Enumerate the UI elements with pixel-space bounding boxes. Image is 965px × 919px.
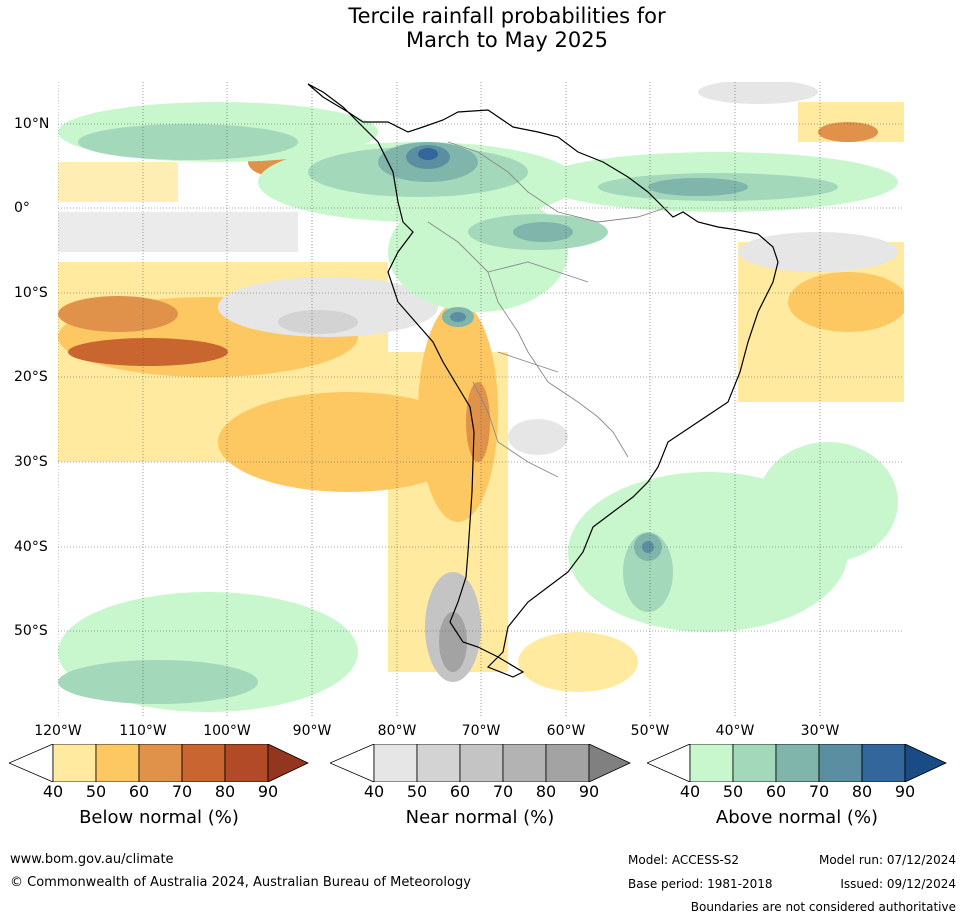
- lon-label: 80°W: [377, 723, 417, 739]
- colorbar-tick: 40: [42, 782, 64, 801]
- near-normal-label: Near normal (%): [405, 807, 555, 828]
- south-america-coastline: [307, 83, 779, 678]
- lon-label: 40°W: [715, 723, 755, 739]
- colorbar-low-end: [9, 744, 54, 782]
- lon-label: 60°W: [546, 723, 586, 739]
- model-text: Model: ACCESS-S2: [628, 853, 740, 867]
- lat-label: 50°S: [14, 623, 48, 639]
- country-borders: [427, 141, 669, 478]
- colorbar-bin: [459, 744, 504, 782]
- colorbar-high-end: [267, 744, 309, 782]
- below-normal-label: Below normal (%): [79, 807, 239, 828]
- colorbar-bin: [95, 744, 140, 782]
- issued-text: Issued: 09/12/2024: [840, 877, 956, 891]
- colorbar-bin: [416, 744, 461, 782]
- colorbar-low-end: [647, 744, 691, 782]
- disclaimer-text: Boundaries are not considered authoritat…: [690, 900, 956, 914]
- colorbar-bin: [373, 744, 418, 782]
- model-run-text: Model run: 07/12/2024: [818, 853, 956, 867]
- lat-label: 40°S: [14, 539, 48, 555]
- near-normal-colorbar: [330, 744, 631, 782]
- colorbar-tick: 50: [85, 782, 107, 801]
- colorbar-tick: 60: [765, 782, 787, 801]
- colorbar-tick: 90: [257, 782, 279, 801]
- lat-label: 0°: [14, 200, 30, 216]
- colorbar-bin: [181, 744, 226, 782]
- colorbar-tick: 60: [128, 782, 150, 801]
- lon-label: 70°W: [461, 723, 501, 739]
- colorbar-tick: 80: [851, 782, 873, 801]
- map-title: Tercile rainfall probabilities for March…: [0, 4, 965, 52]
- lat-label: 30°S: [14, 454, 48, 470]
- title-line-1: Tercile rainfall probabilities for: [348, 4, 666, 28]
- colorbar-tick: 70: [492, 782, 514, 801]
- lon-label: 50°W: [630, 723, 670, 739]
- lon-label: 120°W: [34, 723, 82, 739]
- colorbar-bin: [818, 744, 863, 782]
- near-normal-fields: [58, 82, 898, 682]
- lon-label: 90°W: [292, 723, 332, 739]
- colorbar-tick: 80: [535, 782, 557, 801]
- colorbar-bin: [224, 744, 269, 782]
- colorbar-high-end: [588, 744, 631, 782]
- colorbar-bin: [138, 744, 183, 782]
- colorbar-bin: [775, 744, 820, 782]
- colorbar-bin: [732, 744, 777, 782]
- copyright-text: © Commonwealth of Australia 2024, Austra…: [10, 875, 471, 890]
- lon-label: 110°W: [119, 723, 167, 739]
- above-normal-label: Above normal (%): [715, 807, 879, 828]
- colorbar-bin: [52, 744, 97, 782]
- colorbar-tick: 70: [171, 782, 193, 801]
- graticule: [58, 82, 904, 716]
- colorbar-bin: [545, 744, 590, 782]
- rainfall-probability-map: [58, 82, 904, 716]
- colorbar-tick: 40: [363, 782, 385, 801]
- colorbar-tick: 70: [808, 782, 830, 801]
- above-normal-colorbar: [647, 744, 947, 782]
- colorbar-tick: 50: [722, 782, 744, 801]
- lon-label: 30°W: [800, 723, 840, 739]
- colorbar-high-end: [904, 744, 947, 782]
- lat-label: 10°S: [14, 285, 48, 301]
- colorbar-tick: 50: [406, 782, 428, 801]
- lon-label: 100°W: [203, 723, 251, 739]
- lat-label: 10°N: [14, 116, 50, 132]
- website-link[interactable]: www.bom.gov.au/climate: [10, 852, 174, 867]
- colorbar-tick: 80: [214, 782, 236, 801]
- colorbar-tick: 40: [679, 782, 701, 801]
- colorbar-tick: 90: [894, 782, 916, 801]
- colorbar-bin: [502, 744, 547, 782]
- colorbar-tick: 60: [449, 782, 471, 801]
- colorbar-bin: [861, 744, 906, 782]
- below-normal-colorbar: [9, 744, 309, 782]
- title-line-2: March to May 2025: [406, 28, 608, 52]
- above-normal-fields: [58, 102, 898, 712]
- colorbar-bin: [689, 744, 734, 782]
- base-period-text: Base period: 1981-2018: [628, 877, 773, 891]
- colorbar-tick: 90: [578, 782, 600, 801]
- colorbar-low-end: [330, 744, 375, 782]
- lat-label: 20°S: [14, 369, 48, 385]
